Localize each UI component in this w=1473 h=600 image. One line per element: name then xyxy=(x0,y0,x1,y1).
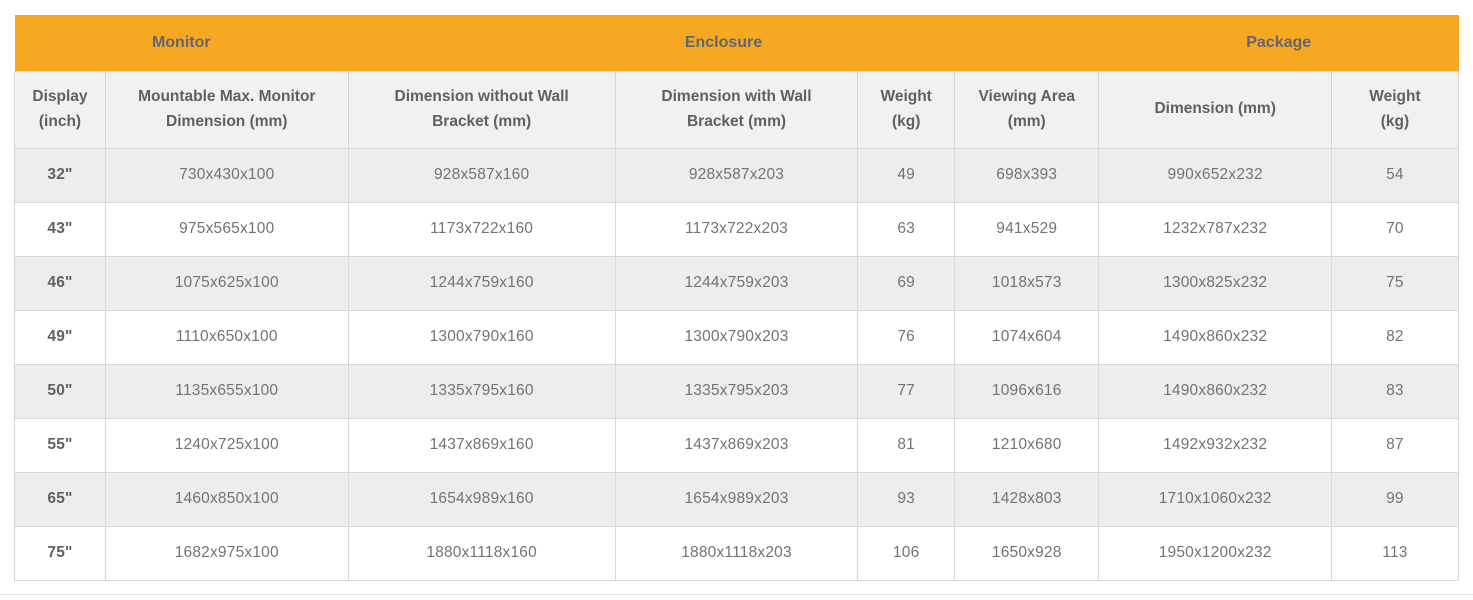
cell: 77 xyxy=(857,363,956,419)
column-header: Dimension without Wall Bracket (mm) xyxy=(347,70,616,149)
cell: 1428x803 xyxy=(954,471,1100,527)
cell: 1244x759x160 xyxy=(347,255,616,311)
cell: 1075x625x100 xyxy=(104,255,349,311)
cell: 54 xyxy=(1330,147,1460,203)
cell: 76 xyxy=(857,309,956,365)
row-header: 49" xyxy=(14,309,106,365)
table-row: 43" 975x565x100 1173x722x160 1173x722x203 63… xyxy=(14,201,1460,257)
cell: 1244x759x203 xyxy=(614,255,859,311)
column-header-row: Display (inch) Mountable Max. Monitor Dim… xyxy=(14,70,1460,149)
cell: 75 xyxy=(1330,255,1460,311)
bottom-divider xyxy=(0,594,1473,595)
column-header: Weight (kg) xyxy=(1330,70,1460,149)
cell: 83 xyxy=(1330,363,1460,419)
cell: 1335x795x203 xyxy=(614,363,859,419)
group-header-row: Monitor Enclosure Package xyxy=(14,15,1459,71)
cell: 1490x860x232 xyxy=(1098,309,1332,365)
cell: 1460x850x100 xyxy=(104,471,349,527)
table-row: 32" 730x430x100 928x587x160 928x587x203 49 69… xyxy=(14,147,1460,203)
cell: 1650x928 xyxy=(954,525,1100,581)
table-row: 50" 1135x655x100 1335x795x160 1335x795x203 7… xyxy=(14,363,1460,419)
cell: 1880x1118x203 xyxy=(614,525,859,581)
cell: 1300x790x160 xyxy=(347,309,616,365)
column-header: Dimension (mm) xyxy=(1098,70,1332,149)
group-header-monitor: Monitor xyxy=(14,15,349,71)
cell: 730x430x100 xyxy=(104,147,349,203)
column-header: Viewing Area (mm) xyxy=(954,70,1100,149)
cell: 941x529 xyxy=(954,201,1100,257)
cell: 990x652x232 xyxy=(1098,147,1332,203)
cell: 99 xyxy=(1330,471,1460,527)
row-header: 75" xyxy=(14,525,106,581)
row-header: 65" xyxy=(14,471,106,527)
cell: 928x587x160 xyxy=(347,147,616,203)
column-header: Weight (kg) xyxy=(857,70,956,149)
row-header: 43" xyxy=(14,201,106,257)
cell: 1654x989x203 xyxy=(614,471,859,527)
cell: 70 xyxy=(1330,201,1460,257)
cell: 1437x869x203 xyxy=(614,417,859,473)
column-header: Dimension with Wall Bracket (mm) xyxy=(614,70,859,149)
table-body: 32" 730x430x100 928x587x160 928x587x203 49 69… xyxy=(14,147,1460,581)
cell: 1173x722x160 xyxy=(347,201,616,257)
cell: 1240x725x100 xyxy=(104,417,349,473)
spec-table: Monitor Enclosure Package Display (inch) Mo… xyxy=(14,15,1460,581)
cell: 69 xyxy=(857,255,956,311)
table-row: 49" 1110x650x100 1300x790x160 1300x790x203 7… xyxy=(14,309,1460,365)
cell: 93 xyxy=(857,471,956,527)
column-header: Display (inch) xyxy=(14,70,106,149)
cell: 1492x932x232 xyxy=(1098,417,1332,473)
table-row: 65" 1460x850x100 1654x989x160 1654x989x203 9… xyxy=(14,471,1460,527)
cell: 113 xyxy=(1330,525,1460,581)
table-row: 46" 1075x625x100 1244x759x160 1244x759x203 6… xyxy=(14,255,1460,311)
cell: 1300x825x232 xyxy=(1098,255,1332,311)
cell: 698x393 xyxy=(954,147,1100,203)
cell: 1654x989x160 xyxy=(347,471,616,527)
row-header: 50" xyxy=(14,363,106,419)
cell: 81 xyxy=(857,417,956,473)
cell: 1232x787x232 xyxy=(1098,201,1332,257)
cell: 49 xyxy=(857,147,956,203)
cell: 1173x722x203 xyxy=(614,201,859,257)
cell: 1300x790x203 xyxy=(614,309,859,365)
row-header: 55" xyxy=(14,417,106,473)
cell: 1950x1200x232 xyxy=(1098,525,1332,581)
cell: 106 xyxy=(857,525,956,581)
cell: 1135x655x100 xyxy=(104,363,349,419)
cell: 1018x573 xyxy=(954,255,1100,311)
cell: 1682x975x100 xyxy=(104,525,349,581)
column-header: Mountable Max. Monitor Dimension (mm) xyxy=(104,70,349,149)
cell: 1437x869x160 xyxy=(347,417,616,473)
cell: 63 xyxy=(857,201,956,257)
cell: 928x587x203 xyxy=(614,147,859,203)
table-head: Monitor Enclosure Package Display (inch) Mo… xyxy=(14,15,1460,149)
cell: 87 xyxy=(1330,417,1460,473)
table-row: 75" 1682x975x100 1880x1118x160 1880x1118x20… xyxy=(14,525,1460,581)
cell: 1210x680 xyxy=(954,417,1100,473)
table-row: 55" 1240x725x100 1437x869x160 1437x869x203 8… xyxy=(14,417,1460,473)
cell: 975x565x100 xyxy=(104,201,349,257)
row-header: 46" xyxy=(14,255,106,311)
cell: 1335x795x160 xyxy=(347,363,616,419)
group-header-enclosure: Enclosure xyxy=(348,15,1099,71)
group-header-package: Package xyxy=(1098,15,1459,71)
cell: 1110x650x100 xyxy=(104,309,349,365)
cell: 1490x860x232 xyxy=(1098,363,1332,419)
row-header: 32" xyxy=(14,147,106,203)
cell: 1710x1060x232 xyxy=(1098,471,1332,527)
cell: 1880x1118x160 xyxy=(347,525,616,581)
cell: 82 xyxy=(1330,309,1460,365)
cell: 1074x604 xyxy=(954,309,1100,365)
cell: 1096x616 xyxy=(954,363,1100,419)
